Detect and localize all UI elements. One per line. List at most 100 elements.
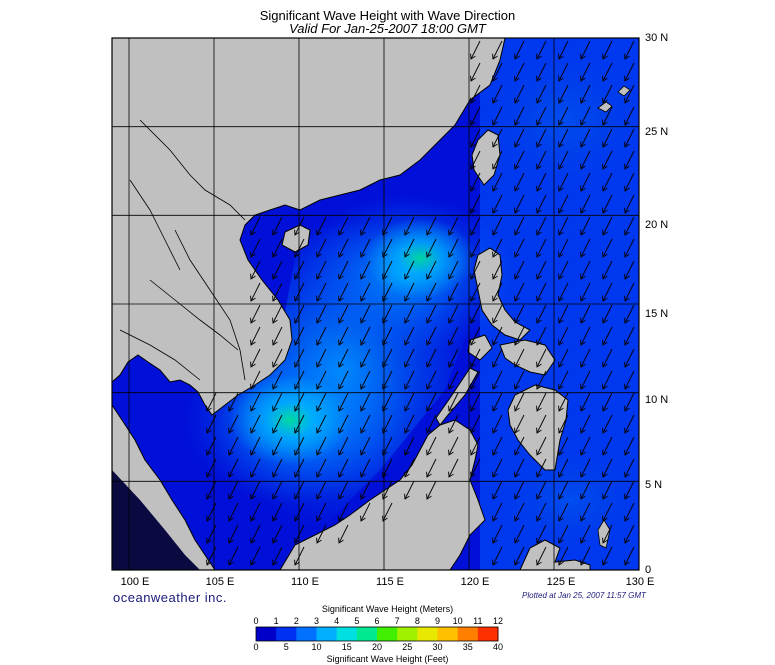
wave-direction-arrow xyxy=(273,348,283,367)
wave-direction-arrow xyxy=(317,216,327,235)
wave-direction-arrow xyxy=(515,150,525,169)
colorbar-meter-tick: 4 xyxy=(334,616,340,626)
wave-direction-arrow xyxy=(295,480,305,499)
wave-direction-arrow xyxy=(273,238,283,257)
wave-direction-arrow xyxy=(471,194,481,213)
wave-direction-arrow xyxy=(251,304,261,323)
plotted-timestamp: Plotted at Jan 25, 2007 11:57 GMT xyxy=(522,591,646,600)
wave-direction-arrow xyxy=(273,414,283,433)
wave-direction-arrow xyxy=(339,348,349,367)
wave-direction-arrow xyxy=(317,502,327,521)
wave-direction-arrow xyxy=(339,282,349,301)
colorbar-swatch xyxy=(397,627,418,641)
wave-direction-arrow xyxy=(515,304,525,323)
wave-direction-arrow xyxy=(427,480,437,499)
wave-direction-arrow xyxy=(207,546,217,565)
wave-direction-arrow xyxy=(515,40,525,59)
wave-direction-arrow xyxy=(383,392,393,411)
wave-direction-arrow xyxy=(559,326,569,345)
wave-direction-arrow xyxy=(383,260,393,279)
wave-direction-arrow xyxy=(361,480,371,499)
wave-direction-arrow xyxy=(537,458,547,477)
wave-direction-arrow xyxy=(625,546,635,565)
wave-direction-arrow xyxy=(581,128,591,147)
wave-direction-arrow xyxy=(361,502,371,521)
wave-direction-arrow xyxy=(603,326,613,345)
lat-label-20n: 20 N xyxy=(645,219,669,231)
wave-direction-arrow xyxy=(537,326,547,345)
wave-direction-arrow xyxy=(581,260,591,279)
wave-direction-arrow xyxy=(317,326,327,345)
lon-label-115e: 115 E xyxy=(376,576,404,588)
wave-direction-arrow xyxy=(383,480,393,499)
wave-direction-arrow xyxy=(471,282,481,301)
wave-direction-arrow xyxy=(471,326,481,345)
wave-direction-arrow xyxy=(493,216,503,235)
wave-direction-arrow xyxy=(273,546,283,565)
wave-direction-arrow xyxy=(537,480,547,499)
wave-direction-arrow xyxy=(537,172,547,191)
wave-direction-arrow xyxy=(295,524,305,543)
wave-direction-arrow xyxy=(537,546,547,565)
wave-direction-arrow xyxy=(273,260,283,279)
colorbar-feet-title: Significant Wave Height (Feet) xyxy=(326,654,449,664)
lat-label-10n: 10 N xyxy=(645,394,669,406)
wave-direction-arrow xyxy=(515,414,525,433)
wave-direction-arrow xyxy=(317,524,327,543)
wave-direction-arrow xyxy=(339,216,349,235)
wave-direction-arrow xyxy=(559,546,569,565)
wave-direction-arrow xyxy=(603,414,613,433)
wave-direction-arrow xyxy=(427,414,437,433)
wave-direction-arrow xyxy=(427,260,437,279)
wave-direction-arrow xyxy=(559,172,569,191)
wave-direction-arrow xyxy=(515,502,525,521)
wave-direction-arrow xyxy=(273,326,283,345)
wave-direction-arrow xyxy=(295,414,305,433)
wave-direction-arrow xyxy=(515,458,525,477)
wave-direction-arrow xyxy=(603,84,613,103)
wave-direction-arrow xyxy=(515,260,525,279)
colorbar-swatch xyxy=(437,627,459,641)
wave-direction-arrow xyxy=(449,348,459,367)
wave-direction-arrow xyxy=(537,502,547,521)
wave-direction-arrow xyxy=(559,436,569,455)
wave-direction-arrow xyxy=(559,348,569,367)
wave-direction-arrow xyxy=(625,502,635,521)
wave-direction-arrow xyxy=(581,216,591,235)
wave-direction-arrow xyxy=(559,238,569,257)
wave-direction-arrow xyxy=(493,436,503,455)
wave-direction-arrow xyxy=(295,282,305,301)
colorbar-feet-tick: 5 xyxy=(283,642,289,652)
wave-direction-arrow xyxy=(427,304,437,323)
wave-direction-arrow xyxy=(361,326,371,345)
wave-direction-arrow xyxy=(537,238,547,257)
wave-direction-arrow xyxy=(625,106,635,125)
wave-direction-arrow xyxy=(273,480,283,499)
wave-direction-arrow xyxy=(449,370,459,389)
wave-direction-arrow xyxy=(581,458,591,477)
wave-direction-arrow xyxy=(427,282,437,301)
wave-direction-arrow xyxy=(383,326,393,345)
wave-direction-arrow xyxy=(405,480,415,499)
wave-direction-arrow xyxy=(317,392,327,411)
palawan xyxy=(435,367,479,426)
wave-direction-arrow xyxy=(427,348,437,367)
wave-direction-arrow xyxy=(537,150,547,169)
luzon xyxy=(473,247,531,341)
wave-direction-arrow xyxy=(229,392,239,411)
wave-direction-arrow xyxy=(625,436,635,455)
wave-direction-arrow xyxy=(405,216,415,235)
wave-direction-arrow xyxy=(229,524,239,543)
wave-direction-arrow xyxy=(603,216,613,235)
wave-direction-arrow xyxy=(471,414,481,433)
wave-direction-arrow xyxy=(317,436,327,455)
colorbar-meter-tick: 3 xyxy=(313,616,319,626)
colorbar-feet-tick: 15 xyxy=(341,642,352,652)
wave-direction-arrow xyxy=(581,370,591,389)
wave-direction-arrow xyxy=(427,370,437,389)
lon-label-105e: 105 E xyxy=(205,576,235,588)
wave-direction-arrow xyxy=(251,326,261,345)
wave-direction-arrow xyxy=(515,370,525,389)
wave-direction-arrow xyxy=(207,502,217,521)
wave-direction-arrow xyxy=(361,348,371,367)
